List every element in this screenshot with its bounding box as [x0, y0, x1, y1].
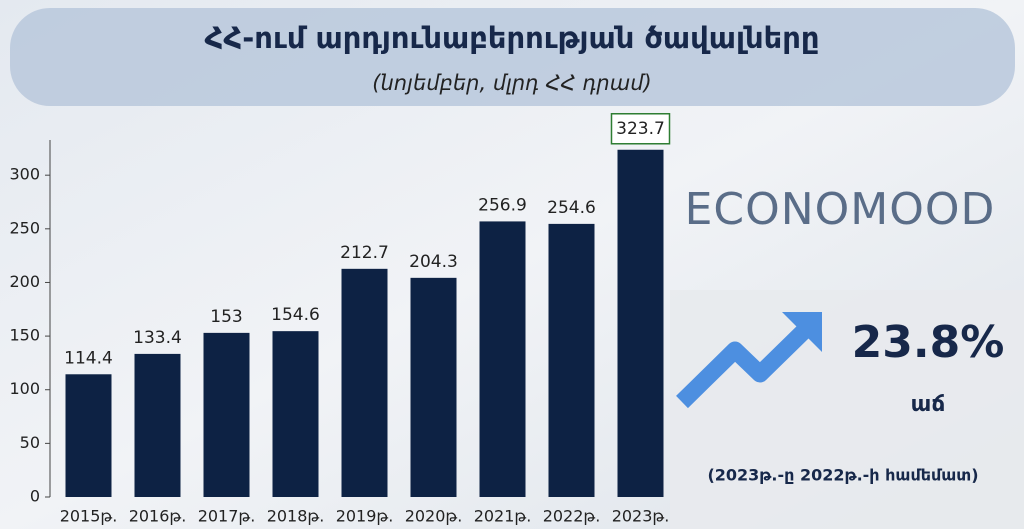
value-label: 323.7 — [616, 119, 665, 139]
value-label: 254.6 — [547, 198, 596, 218]
value-label: 133.4 — [133, 328, 182, 348]
y-tick-label: 200 — [9, 272, 40, 291]
x-tick-label: 2021թ. — [474, 507, 532, 526]
title-banner — [10, 8, 1015, 106]
x-tick-label: 2015թ. — [60, 507, 118, 526]
x-tick-label: 2016թ. — [129, 507, 187, 526]
growth-arrow-head — [782, 312, 822, 352]
growth-label: աճ — [911, 392, 946, 417]
growth-arrow — [676, 323, 811, 409]
bar — [410, 277, 457, 497]
bar — [65, 374, 112, 497]
bar — [134, 353, 181, 497]
bar — [617, 149, 664, 497]
bar — [548, 223, 595, 497]
x-tick-label: 2020թ. — [405, 507, 463, 526]
y-tick-label: 100 — [9, 379, 40, 398]
growth-value: 23.8% — [852, 317, 1005, 368]
x-tick-label: 2018թ. — [267, 507, 325, 526]
y-tick-label: 150 — [9, 326, 40, 345]
chart-subtitle: (նոյեմբեր, մլրդ ՀՀ դրամ) — [372, 71, 651, 95]
value-label: 153 — [210, 307, 242, 327]
bar — [272, 331, 319, 497]
x-tick-label: 2017թ. — [198, 507, 256, 526]
comparison-note: (2023թ.-ը 2022թ.-ի համեմատ) — [707, 466, 978, 485]
y-tick-label: 300 — [9, 165, 40, 184]
value-label: 154.6 — [271, 305, 320, 325]
value-label: 256.9 — [478, 195, 527, 215]
bar — [341, 268, 388, 497]
y-tick-label: 50 — [20, 433, 40, 452]
x-tick-label: 2023թ. — [612, 507, 670, 526]
info-panel — [670, 290, 1024, 529]
bar — [479, 221, 526, 497]
y-tick-label: 0 — [30, 487, 40, 506]
y-tick-label: 250 — [9, 218, 40, 237]
value-label: 212.7 — [340, 243, 389, 263]
x-tick-label: 2019թ. — [336, 507, 394, 526]
bar — [203, 332, 250, 497]
value-label: 204.3 — [409, 252, 458, 272]
value-label-box — [610, 113, 671, 145]
chart-title: ՀՀ-ում արդյունաբերության ծավալները — [205, 21, 820, 55]
logo: ECONOMOOD — [685, 184, 996, 235]
x-tick-label: 2022թ. — [543, 507, 601, 526]
value-label: 114.4 — [64, 348, 113, 368]
